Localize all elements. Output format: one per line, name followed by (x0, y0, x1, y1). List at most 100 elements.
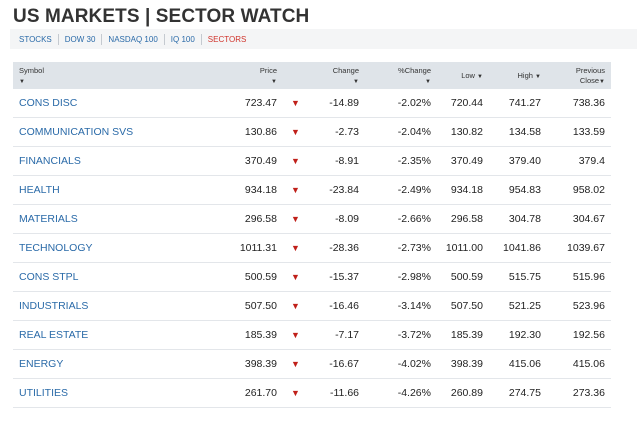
high-cell: 192.30 (489, 320, 547, 350)
sort-down-icon: ▼ (425, 79, 431, 85)
down-arrow-icon: ▼ (283, 378, 311, 408)
pct-change-cell: -4.02% (365, 349, 437, 379)
high-cell: 304.78 (489, 204, 547, 234)
down-arrow-icon: ▼ (283, 349, 311, 379)
previous-close-cell: 273.36 (547, 378, 611, 408)
sector-name-link[interactable]: TECHNOLOGY (13, 233, 208, 263)
column-header-label: Change (332, 66, 359, 75)
tab-iq-100[interactable]: IQ 100 (163, 33, 201, 45)
pct-change-cell: -2.73% (365, 233, 437, 263)
page-title: US MARKETS | SECTOR WATCH (13, 6, 310, 27)
table-row[interactable]: HEALTH 934.18 ▼ -23.84 -2.49% 934.18 954.83 958… (13, 175, 611, 205)
change-cell: -14.89 (311, 89, 365, 118)
column-header-label: Previous (575, 66, 605, 75)
column-header-change[interactable]: Change ▼ (311, 62, 365, 89)
price-cell: 1011.31 (208, 233, 283, 263)
column-header-label: Price (259, 66, 277, 75)
column-header-price[interactable]: Price ▼ (208, 62, 283, 89)
low-cell: 720.44 (437, 89, 489, 118)
high-cell: 521.25 (489, 291, 547, 321)
down-arrow-icon: ▼ (283, 291, 311, 321)
sector-table: Symbol ▼ Price ▼ Change ▼ %Change ▼ Low … (13, 62, 611, 408)
previous-close-cell: 523.96 (547, 291, 611, 321)
high-cell: 274.75 (489, 378, 547, 408)
previous-close-cell: 415.06 (547, 349, 611, 379)
pct-change-cell: -3.14% (365, 291, 437, 321)
column-header-previous-close[interactable]: Previous Close▼ (547, 62, 611, 89)
sector-name-link[interactable]: REAL ESTATE (13, 320, 208, 350)
high-cell: 415.06 (489, 349, 547, 379)
price-cell: 934.18 (208, 175, 283, 205)
table-row[interactable]: REAL ESTATE 185.39 ▼ -7.17 -3.72% 185.39 192.3… (13, 320, 611, 350)
high-cell: 1041.86 (489, 233, 547, 263)
sector-name-link[interactable]: INDUSTRIALS (13, 291, 208, 321)
high-cell: 741.27 (489, 89, 547, 118)
previous-close-cell: 133.59 (547, 117, 611, 147)
down-arrow-icon: ▼ (283, 262, 311, 292)
table-row[interactable]: INDUSTRIALS 507.50 ▼ -16.46 -3.14% 507.50 521.… (13, 291, 611, 321)
price-cell: 185.39 (208, 320, 283, 350)
previous-close-cell: 515.96 (547, 262, 611, 292)
column-header-label: Symbol (19, 66, 45, 75)
high-cell: 515.75 (489, 262, 547, 292)
high-cell: 954.83 (489, 175, 547, 205)
table-row[interactable]: FINANCIALS 370.49 ▼ -8.91 -2.35% 370.49 379.40… (13, 146, 611, 176)
pct-change-cell: -2.98% (365, 262, 437, 292)
column-header-symbol[interactable]: Symbol ▼ (13, 62, 208, 89)
low-cell: 507.50 (437, 291, 489, 321)
sort-down-icon: ▼ (535, 74, 541, 80)
low-cell: 500.59 (437, 262, 489, 292)
sector-name-link[interactable]: UTILITIES (13, 378, 208, 408)
sector-name-link[interactable]: FINANCIALS (13, 146, 208, 176)
previous-close-cell: 192.56 (547, 320, 611, 350)
table-row[interactable]: COMMUNICATION SVS 130.86 ▼ -2.73 -2.04% 130.8… (13, 117, 611, 147)
change-cell: -8.09 (311, 204, 365, 234)
low-cell: 370.49 (437, 146, 489, 176)
price-cell: 398.39 (208, 349, 283, 379)
pct-change-cell: -2.49% (365, 175, 437, 205)
tab-dow-30[interactable]: DOW 30 (57, 33, 102, 45)
table-row[interactable]: UTILITIES 261.70 ▼ -11.66 -4.26% 260.89 274.75… (13, 378, 611, 408)
change-cell: -2.73 (311, 117, 365, 147)
price-cell: 370.49 (208, 146, 283, 176)
price-cell: 507.50 (208, 291, 283, 321)
sort-down-icon: ▼ (599, 79, 605, 85)
price-cell: 723.47 (208, 89, 283, 118)
sector-name-link[interactable]: CONS DISC (13, 89, 208, 118)
table-row[interactable]: ENERGY 398.39 ▼ -16.67 -4.02% 398.39 415.06 415… (13, 349, 611, 379)
price-cell: 261.70 (208, 378, 283, 408)
high-cell: 134.58 (489, 117, 547, 147)
column-header-trend (283, 62, 311, 89)
table-row[interactable]: CONS STPL 500.59 ▼ -15.37 -2.98% 500.59 515.75… (13, 262, 611, 292)
column-header-label: Close (579, 76, 600, 85)
column-header-high[interactable]: High ▼ (489, 62, 547, 89)
price-cell: 500.59 (208, 262, 283, 292)
sector-name-link[interactable]: COMMUNICATION SVS (13, 117, 208, 147)
tab-nasdaq-100[interactable]: NASDAQ 100 (101, 33, 163, 45)
column-header-low[interactable]: Low ▼ (437, 62, 489, 89)
price-cell: 130.86 (208, 117, 283, 147)
previous-close-cell: 1039.67 (547, 233, 611, 263)
sector-name-link[interactable]: CONS STPL (13, 262, 208, 292)
high-cell: 379.40 (489, 146, 547, 176)
low-cell: 934.18 (437, 175, 489, 205)
sector-name-link[interactable]: HEALTH (13, 175, 208, 205)
sector-name-link[interactable]: MATERIALS (13, 204, 208, 234)
sort-down-icon: ▼ (353, 79, 359, 85)
change-cell: -8.91 (311, 146, 365, 176)
table-row[interactable]: MATERIALS 296.58 ▼ -8.09 -2.66% 296.58 304.78 3… (13, 204, 611, 234)
down-arrow-icon: ▼ (283, 204, 311, 234)
pct-change-cell: -2.66% (365, 204, 437, 234)
sort-down-icon: ▼ (477, 74, 483, 80)
market-tabs: STOCKS DOW 30 NASDAQ 100 IQ 100 SECTORS (10, 29, 637, 49)
column-header-pct-change[interactable]: %Change ▼ (365, 62, 437, 89)
low-cell: 130.82 (437, 117, 489, 147)
table-row[interactable]: CONS DISC 723.47 ▼ -14.89 -2.02% 720.44 741.27… (13, 89, 611, 118)
down-arrow-icon: ▼ (283, 146, 311, 176)
sector-name-link[interactable]: ENERGY (13, 349, 208, 379)
pct-change-cell: -2.02% (365, 89, 437, 118)
tab-sectors[interactable]: SECTORS (200, 33, 253, 45)
pct-change-cell: -3.72% (365, 320, 437, 350)
tab-stocks[interactable]: STOCKS (19, 34, 52, 44)
table-row[interactable]: TECHNOLOGY 1011.31 ▼ -28.36 -2.73% 1011.00 104… (13, 233, 611, 263)
